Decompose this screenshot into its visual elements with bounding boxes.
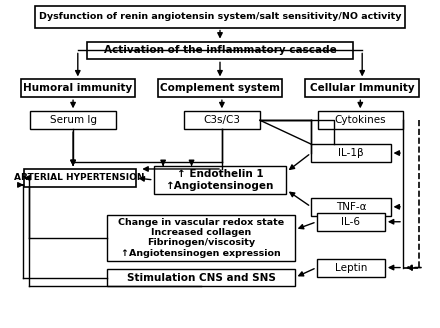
Bar	[87, 42, 353, 59]
Bar	[35, 6, 405, 28]
Bar	[311, 198, 391, 216]
Bar	[30, 111, 116, 129]
Text: TNF-α: TNF-α	[336, 202, 366, 212]
Bar	[154, 166, 286, 194]
Text: Humoral immunity: Humoral immunity	[23, 83, 132, 93]
Text: Activation of the inflammatory cascade: Activation of the inflammatory cascade	[104, 46, 336, 55]
Text: Cytokines: Cytokines	[334, 115, 386, 125]
Text: IL-6: IL-6	[341, 217, 360, 227]
Text: IL-1β: IL-1β	[338, 148, 363, 158]
Bar	[158, 79, 282, 97]
Text: Change in vascular redox state
Increased collagen
Fibrinogen/viscosity
↑Angioten: Change in vascular redox state Increased…	[118, 217, 284, 258]
Bar	[305, 79, 419, 97]
Bar	[318, 111, 403, 129]
Bar	[21, 79, 135, 97]
Text: Serum Ig: Serum Ig	[50, 115, 96, 125]
Text: Stimulation CNS and SNS: Stimulation CNS and SNS	[127, 273, 275, 282]
Text: Cellular Immunity: Cellular Immunity	[310, 83, 414, 93]
Text: Dysfunction of renin angiotensin system/salt sensitivity/NO activity: Dysfunction of renin angiotensin system/…	[39, 12, 401, 21]
Bar	[317, 213, 385, 231]
Bar	[317, 258, 385, 277]
Bar	[184, 111, 260, 129]
Bar	[311, 144, 391, 162]
Text: C3s/C3: C3s/C3	[203, 115, 240, 125]
Bar	[107, 215, 295, 260]
Bar	[107, 269, 295, 286]
Text: Leptin: Leptin	[335, 262, 367, 273]
Bar	[24, 169, 136, 187]
Text: ↑ Endothelin 1
↑Angiotensinogen: ↑ Endothelin 1 ↑Angiotensinogen	[166, 169, 274, 191]
Text: Complement system: Complement system	[160, 83, 280, 93]
Text: ARTERIAL HYPERTENSION: ARTERIAL HYPERTENSION	[15, 174, 145, 182]
